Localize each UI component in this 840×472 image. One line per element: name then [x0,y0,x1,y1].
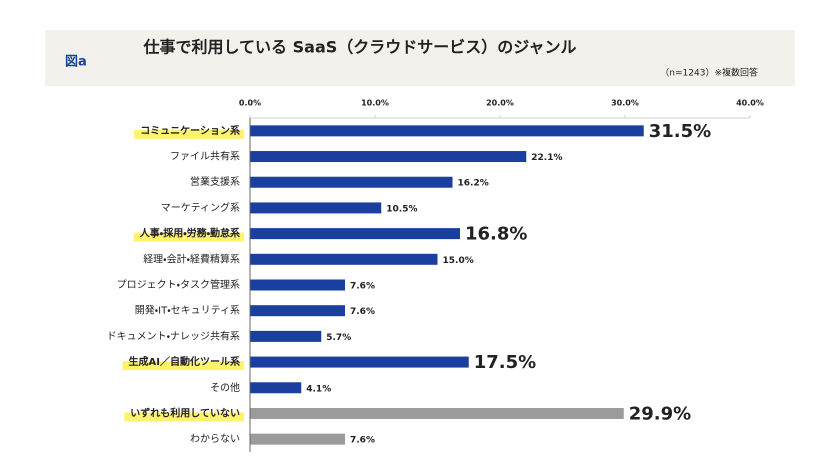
bar [250,305,345,317]
bar [250,433,345,445]
header-band [45,30,795,86]
bar [250,253,438,265]
category-label: プロジェクト・タスク管理系 [117,278,240,291]
value-label: 29.9% [629,403,691,424]
value-label: 15.0% [443,256,474,266]
value-label: 16.2% [458,179,489,189]
value-label: 17.5% [474,352,536,373]
bar [250,125,644,137]
value-label: 10.5% [386,204,417,214]
bar [250,382,302,394]
plot: 0.0% 10.0% 20.0% 30.0% 40.0% コミュニケーション系 31.5% フ… [107,99,764,452]
category-label: いずれも利用していない [130,406,240,419]
label-highlight [134,129,244,139]
label-highlight [124,412,244,422]
category-label: わからない [190,433,240,445]
category-label: 生成AI／自動化ツール系 [129,355,240,368]
category-label: 経理・会計・経費精算系 [143,252,240,265]
figure-label: 図a [65,55,87,70]
note: （n=1243）※複数回答 [660,67,758,79]
bar [250,202,382,214]
category-label: 営業支援系 [190,175,240,188]
x-tick-label: 40.0% [736,99,764,108]
bar [250,279,345,291]
category-label: ファイル共有系 [170,150,240,163]
x-tick-label: 20.0% [486,99,514,108]
category-label: 開発・IT・セキュリティ系 [135,304,240,317]
bar [250,151,527,163]
value-label: 4.1% [306,384,331,394]
category-label: 人事・採用・労務・勤怠系 [139,227,240,240]
label-highlight [133,232,244,242]
x-tick-label: 0.0% [239,99,261,108]
bar [250,356,469,368]
category-label: マーケティング系 [161,201,240,214]
value-label: 7.6% [350,307,375,317]
category-label: ドキュメント・ナレッジ共有系 [107,329,240,342]
x-tick-label: 10.0% [361,99,389,108]
bar [250,330,322,342]
label-highlight [122,361,244,371]
value-label: 22.1% [531,153,562,163]
value-label: 31.5% [649,121,711,142]
chart-title: 仕事で利用している SaaS（クラウドサービス）のジャンル [143,38,577,57]
category-label: コミュニケーション系 [140,124,240,137]
value-label: 7.6% [350,436,375,446]
x-tick-label: 30.0% [611,99,639,108]
value-label: 7.6% [350,282,375,292]
bar [250,176,453,188]
bar [250,407,624,419]
value-label: 5.7% [326,333,351,343]
category-label: その他 [210,381,240,394]
bar [250,228,460,240]
value-label: 16.8% [465,224,527,245]
